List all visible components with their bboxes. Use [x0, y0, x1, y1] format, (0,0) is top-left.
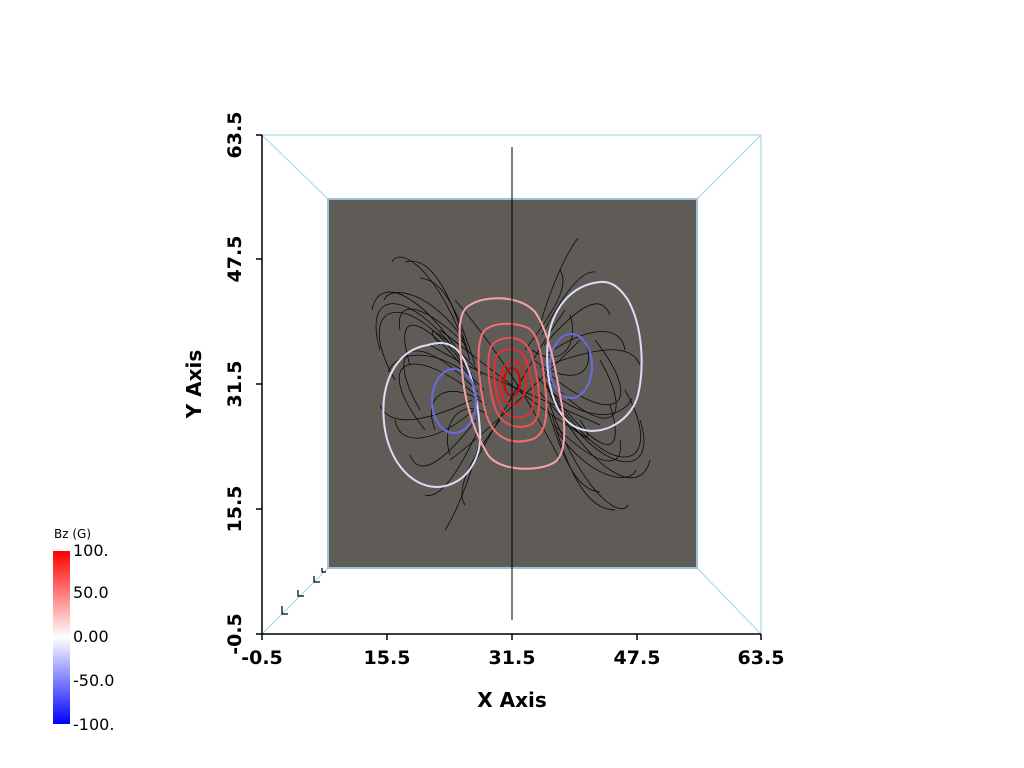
contour-positive-20	[458, 297, 566, 470]
contour-positive-60	[487, 336, 541, 428]
y-tick-label: 47.5	[224, 236, 246, 283]
colorbar-label: -50.0	[73, 671, 114, 690]
y-tick-label: 63.5	[224, 112, 246, 159]
colorbar-gradient	[53, 551, 70, 724]
x-tick-label: 15.5	[364, 647, 411, 669]
z-axis-ticks	[281, 568, 326, 615]
colorbar-title: Bz (G)	[54, 527, 91, 541]
colorbar-label: -100.	[73, 715, 114, 734]
x-tick-label: 47.5	[614, 647, 661, 669]
field-lines	[371, 237, 651, 531]
contour-negative-20-left	[382, 342, 482, 488]
contour-negative-40-right	[549, 333, 593, 399]
axis-ticks	[256, 134, 762, 640]
colorbar-label: 100.	[73, 541, 109, 560]
y-axis-title: Y Axis	[182, 350, 206, 420]
y-tick-label: -0.5	[224, 613, 246, 655]
x-axis-title: X Axis	[477, 688, 547, 712]
bz-contours	[382, 280, 643, 488]
contour-negative-40-left	[431, 368, 477, 434]
contour-negative-20-right	[546, 280, 643, 432]
contour-positive-40	[477, 322, 548, 443]
x-tick-label: 63.5	[738, 647, 785, 669]
colorbar-label: 50.0	[73, 583, 109, 602]
y-tick-label: 15.5	[224, 486, 246, 533]
y-tick-label: 31.5	[224, 361, 246, 408]
contour-positive-90	[499, 360, 527, 406]
x-tick-label: 31.5	[489, 647, 536, 669]
colorbar: Bz (G) 100. 50.0 0.00 -50.0 -100.	[53, 527, 114, 734]
x-tick-label: -0.5	[241, 647, 283, 669]
colorbar-label: 0.00	[73, 627, 109, 646]
contour-positive-80	[493, 348, 535, 419]
